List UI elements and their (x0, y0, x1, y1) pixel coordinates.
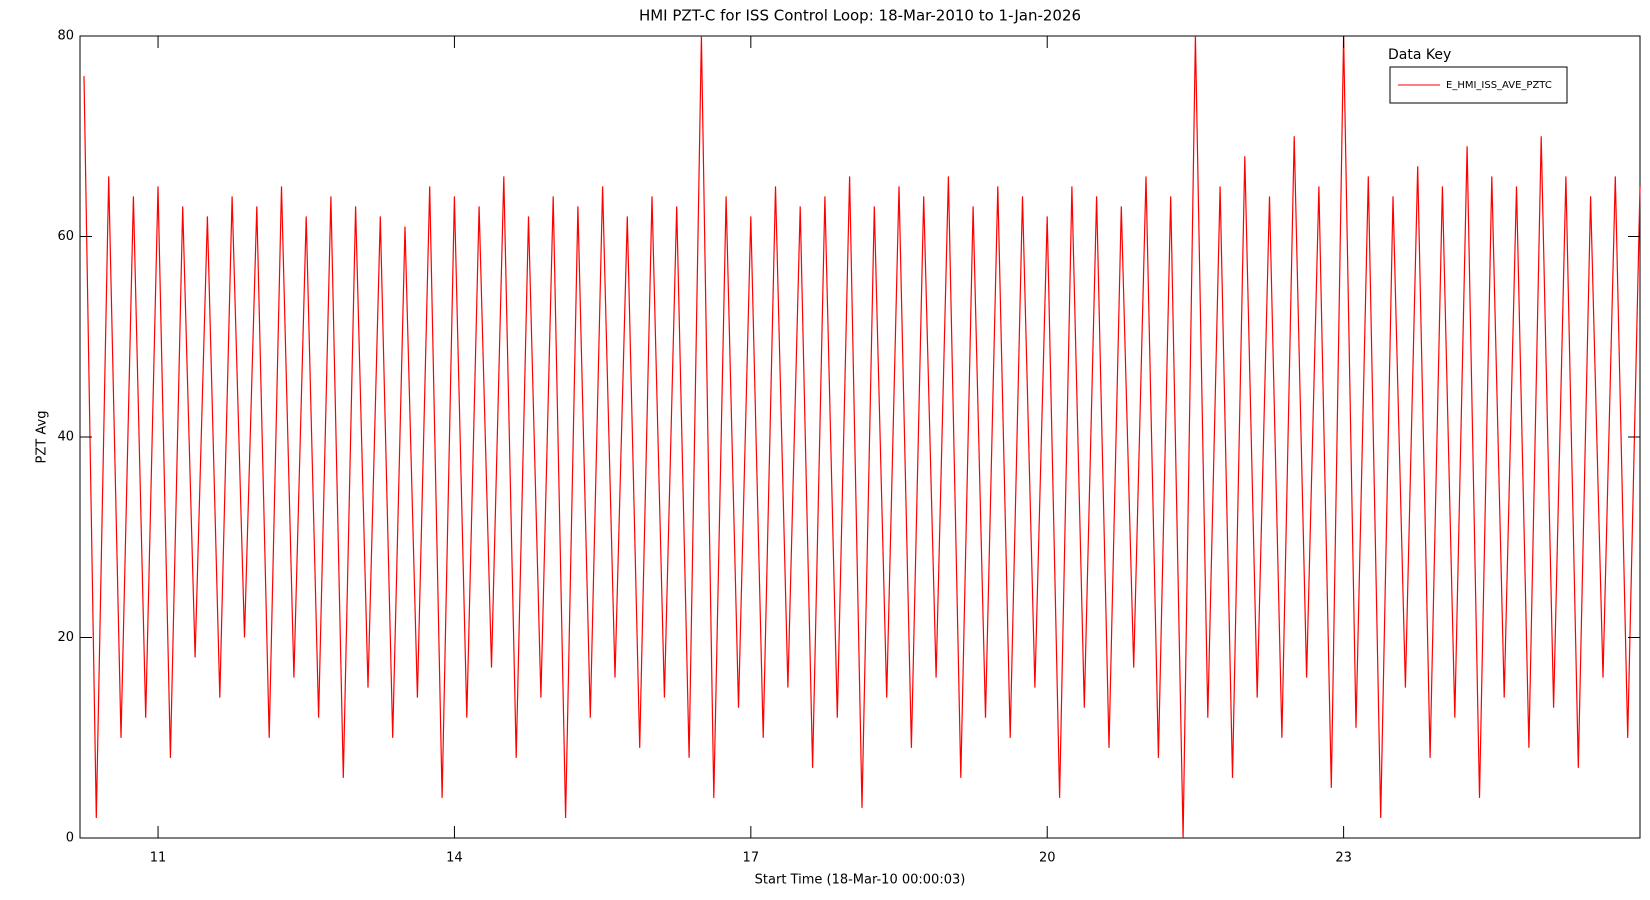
y-axis-label: PZT Avg (35, 411, 50, 464)
legend-title: Data Key (1388, 47, 1451, 63)
x-axis-label: Start Time (18-Mar-10 00:00:03) (755, 873, 966, 888)
y-tick-label: 0 (66, 831, 74, 846)
x-tick-label: 20 (1039, 851, 1056, 866)
plot-area (83, 35, 1641, 839)
legend-label: E_HMI_ISS_AVE_PZTC (1446, 80, 1552, 91)
x-tick-label: 17 (743, 851, 760, 866)
x-tick-label: 14 (446, 851, 463, 866)
chart-title: HMI PZT-C for ISS Control Loop: 18-Mar-2… (639, 7, 1081, 25)
x-tick-label: 23 (1335, 851, 1352, 866)
y-tick-label: 60 (57, 229, 74, 244)
y-tick-label: 40 (57, 430, 74, 445)
x-tick-label: 11 (150, 851, 167, 866)
y-tick-label: 80 (57, 29, 74, 44)
data-line (83, 35, 1641, 839)
y-tick-label: 20 (57, 630, 74, 645)
legend-box (1389, 66, 1568, 104)
